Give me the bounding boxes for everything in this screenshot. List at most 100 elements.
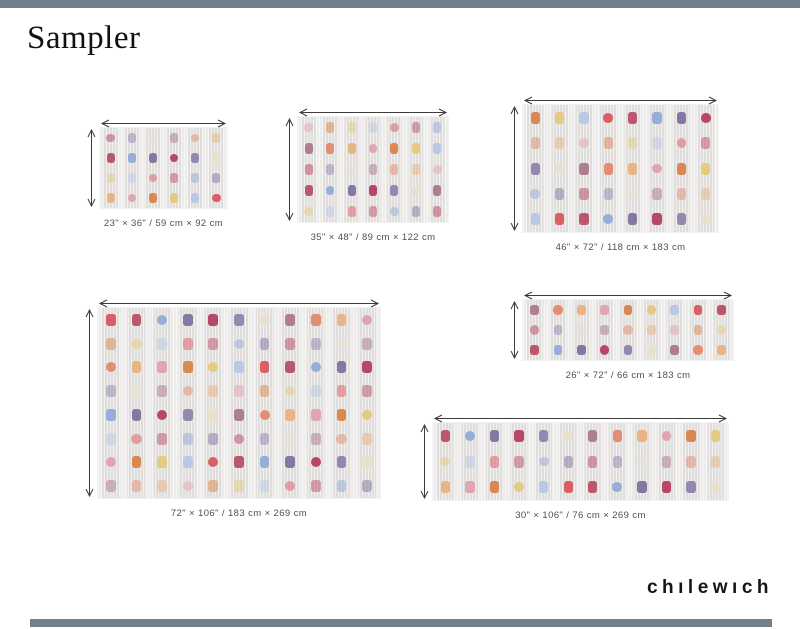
rug-dot: [325, 186, 335, 195]
rug-dot: [530, 325, 540, 335]
rug-dot: [285, 386, 296, 397]
rug-dot: [362, 314, 373, 325]
rug-dot: [554, 187, 565, 200]
rug-dot: [304, 123, 313, 132]
rug-dot: [411, 164, 420, 175]
width-arrow-icon: [523, 92, 718, 110]
rug-dot: [530, 304, 540, 316]
rug-dot: [612, 482, 623, 493]
rug-dot: [433, 122, 442, 133]
rug-dot: [489, 455, 500, 468]
rug-dot: [347, 165, 356, 174]
rug-dot: [411, 143, 420, 154]
chilewich-logo: chılewıch: [646, 577, 773, 598]
rug-dot: [182, 408, 193, 421]
rug-dot: [362, 480, 373, 493]
rug-dot: [326, 122, 335, 133]
rug-dot: [612, 455, 623, 468]
top-accent-bar: [0, 0, 800, 8]
page-title: Sampler: [27, 20, 141, 56]
rug-dot: [208, 457, 219, 468]
rug-dot: [390, 207, 399, 216]
rug-dot: [686, 429, 696, 442]
rug-dot: [530, 189, 541, 199]
rug-dot: [191, 192, 200, 204]
rug-dot: [347, 143, 356, 154]
rug-dot: [336, 361, 347, 374]
rug-dot: [336, 433, 347, 444]
rug-dot: [588, 481, 598, 494]
rug-dot: [131, 480, 142, 493]
rug-dot: [514, 429, 524, 442]
rug-dot: [157, 385, 167, 398]
rug-dot: [105, 337, 116, 350]
rug-dot: [326, 164, 335, 175]
rug-dot: [259, 385, 270, 398]
rug-swatch: [523, 105, 718, 232]
rug-dot: [600, 324, 610, 336]
rug-dot: [628, 213, 638, 226]
rug-dot: [336, 313, 347, 326]
rug-dot: [127, 152, 136, 164]
rug-dot: [285, 456, 296, 469]
rug-dot: [259, 456, 270, 469]
rug-dot: [368, 206, 378, 217]
rug-dot: [576, 324, 586, 336]
rug-dot: [612, 429, 623, 442]
rug-dot: [131, 456, 142, 469]
rug-dot: [182, 386, 193, 397]
rug-dot: [182, 456, 193, 469]
rug-dot: [554, 111, 565, 124]
rug-dot: [440, 429, 450, 442]
rug-dot: [652, 187, 662, 200]
rug-dot: [127, 132, 136, 144]
rug-dot: [310, 457, 321, 468]
rug-dot: [637, 429, 647, 442]
rug-dot: [652, 137, 662, 150]
rug-dot: [148, 132, 157, 144]
rug-dot: [311, 337, 321, 350]
rug-dot: [148, 152, 157, 164]
rug-dot: [285, 432, 296, 445]
rug-dot: [646, 305, 656, 315]
rug-dot: [259, 314, 270, 325]
rug-dot: [563, 430, 574, 441]
rug-dot: [716, 344, 726, 356]
rug-dot: [670, 344, 680, 356]
rug-dot: [600, 345, 610, 355]
rug-dot: [700, 214, 711, 225]
rug-dot: [433, 165, 442, 174]
rug-dot: [390, 143, 399, 154]
rug-dot: [710, 482, 721, 493]
rug-dot: [105, 408, 116, 421]
rug-dot: [105, 432, 116, 445]
rug-dot: [628, 162, 638, 175]
rug-dot: [208, 313, 219, 326]
rug-dot: [465, 455, 475, 468]
rug-dot: [234, 385, 244, 398]
rug-dot: [554, 163, 565, 174]
rug-dot: [661, 481, 672, 494]
rug-dot: [234, 313, 244, 326]
rug-dot: [390, 185, 399, 196]
rug-dot: [579, 111, 589, 124]
rug-dot: [628, 137, 638, 150]
rug-dot: [106, 192, 115, 204]
rug-dot: [131, 313, 142, 326]
rug-dot: [326, 206, 335, 217]
rug-dot: [411, 122, 420, 133]
rug-dot: [105, 313, 116, 326]
rug-dot: [212, 193, 221, 203]
rug-dot: [259, 432, 270, 445]
rug-dot: [182, 313, 193, 326]
rug-dot: [652, 213, 662, 226]
rug-dot: [693, 304, 703, 316]
rug-dot: [661, 455, 672, 468]
rug-dot: [390, 123, 399, 132]
rug-dot: [553, 344, 563, 356]
rug-dot: [530, 162, 540, 175]
rug-swatch: [298, 117, 448, 222]
height-arrow-icon: [285, 117, 294, 227]
height-arrow-icon: [420, 423, 429, 505]
rug-dot: [106, 133, 115, 143]
